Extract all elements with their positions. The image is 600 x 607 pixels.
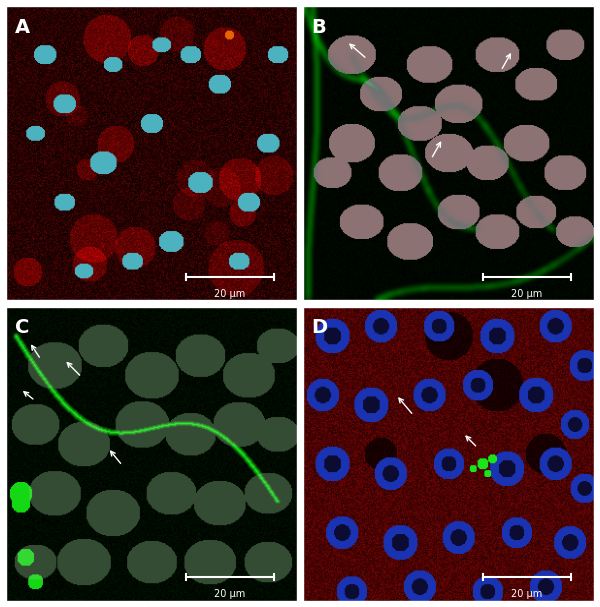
Text: A: A — [15, 18, 30, 37]
Text: B: B — [312, 18, 326, 37]
Text: 20 μm: 20 μm — [214, 589, 245, 599]
Text: 20 μm: 20 μm — [511, 589, 542, 599]
Text: D: D — [312, 318, 328, 337]
Text: C: C — [15, 318, 29, 337]
Text: 20 μm: 20 μm — [214, 289, 245, 299]
Text: 20 μm: 20 μm — [511, 289, 542, 299]
